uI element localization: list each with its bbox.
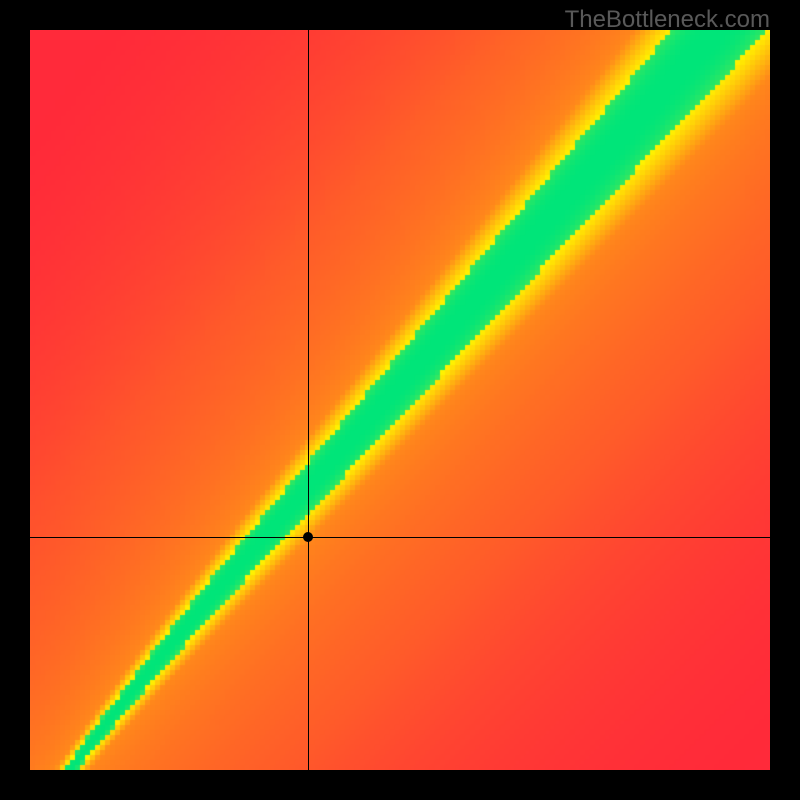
crosshair-horizontal <box>30 537 770 538</box>
bottleneck-marker <box>303 532 313 542</box>
watermark-text: TheBottleneck.com <box>565 6 770 34</box>
heatmap-canvas <box>30 30 770 770</box>
crosshair-vertical <box>308 30 309 770</box>
plot-area <box>30 30 770 770</box>
